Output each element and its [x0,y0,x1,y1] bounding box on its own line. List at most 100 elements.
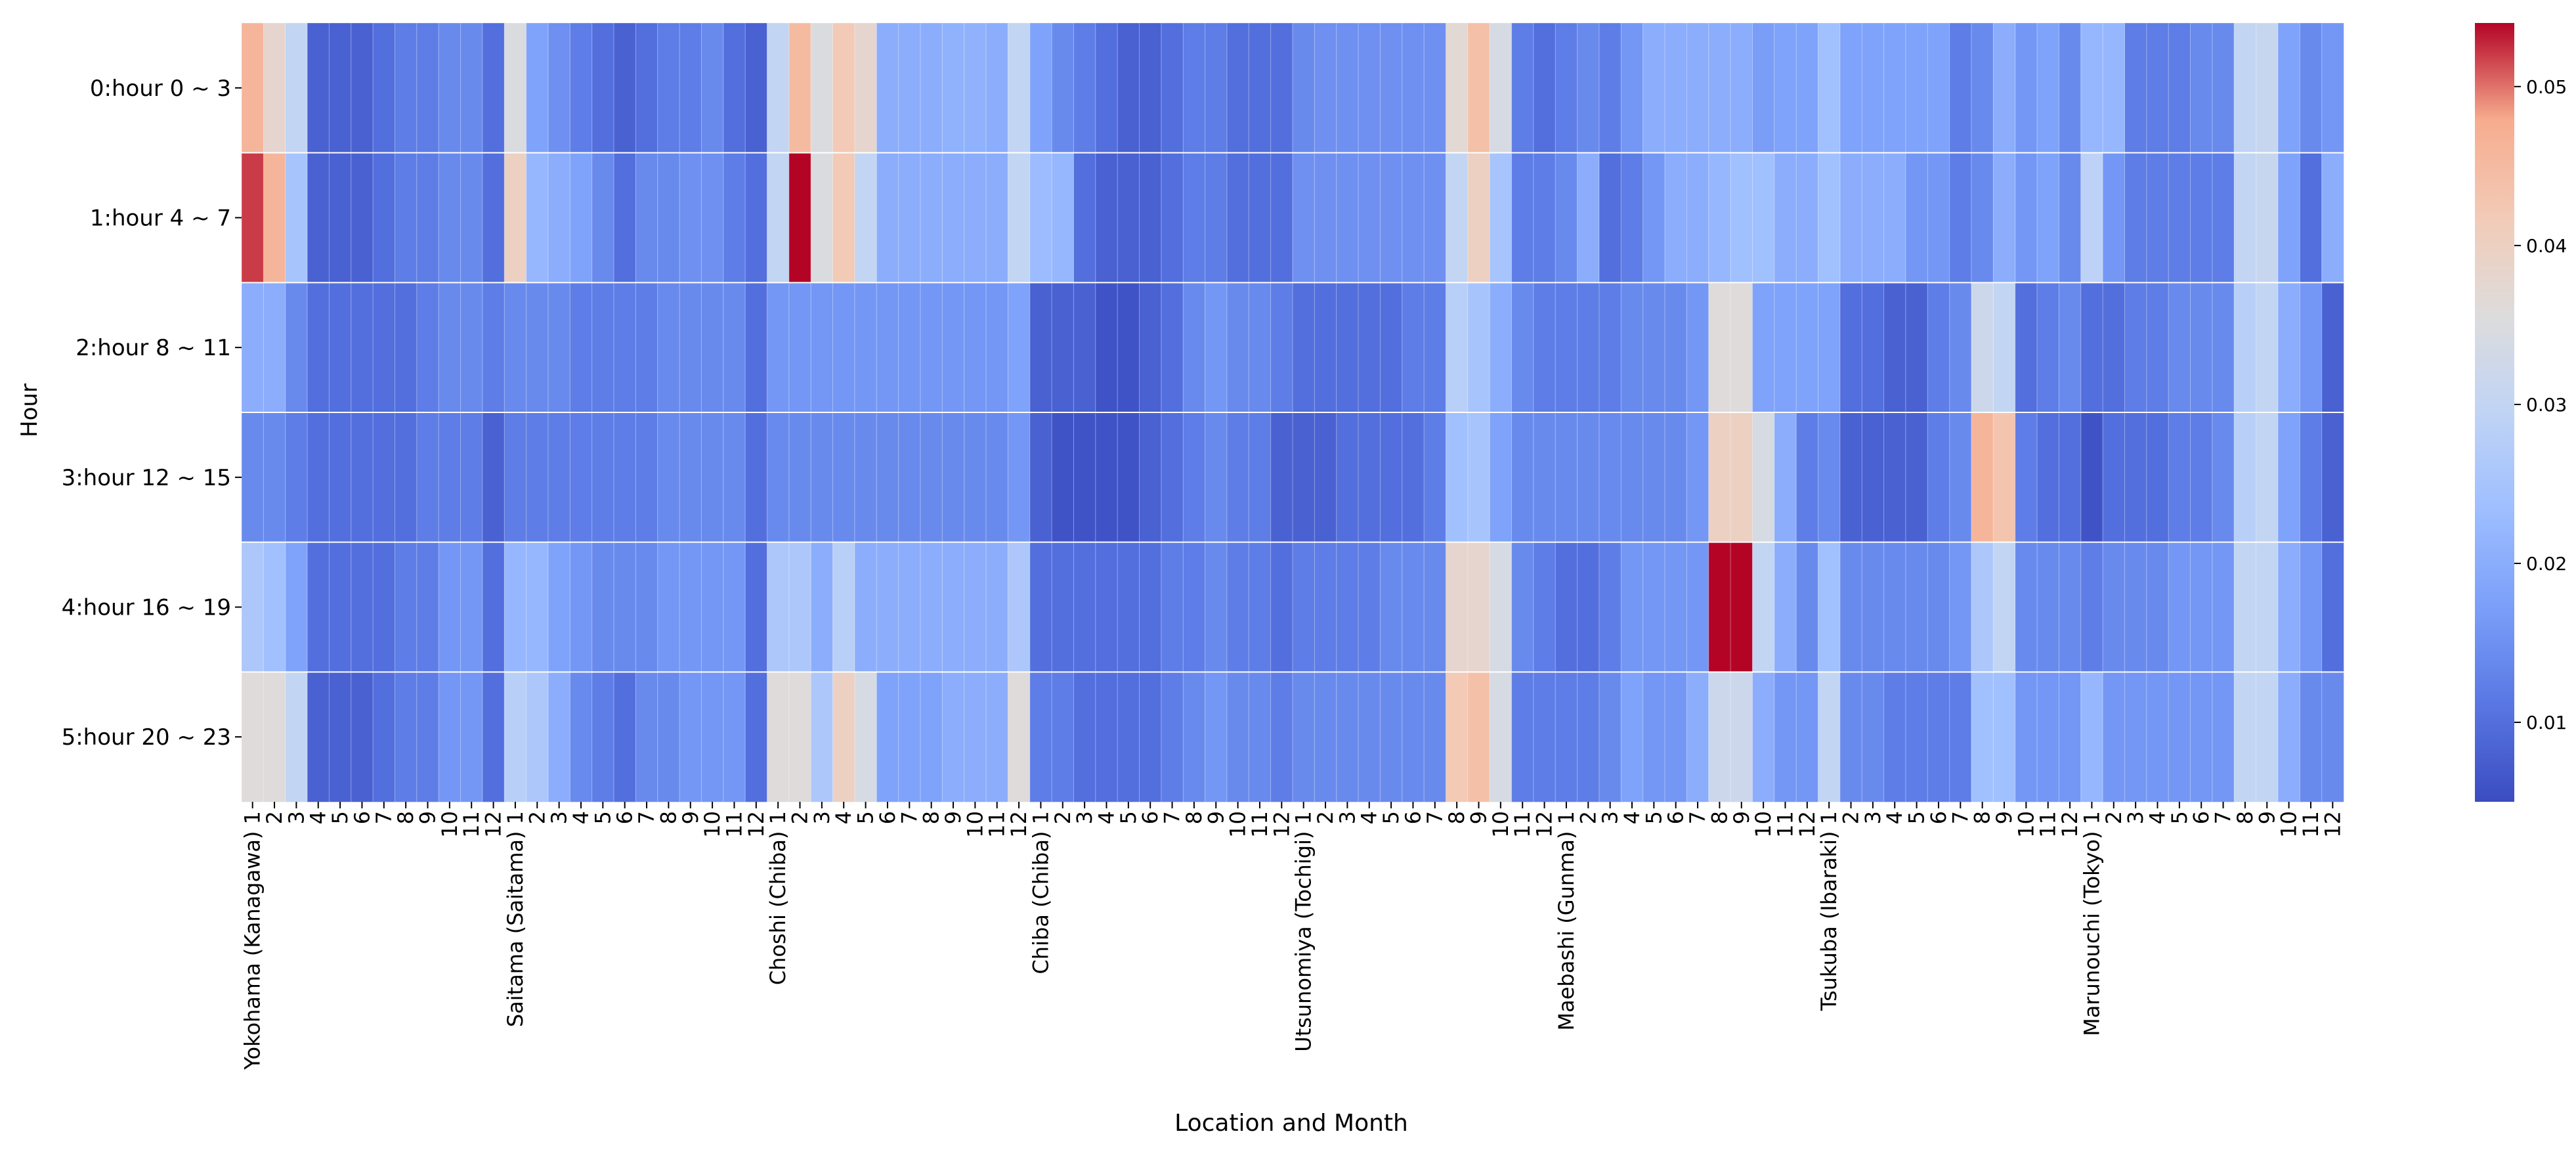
heatmap-cell [1402,412,1425,543]
heatmap-cell [307,671,330,802]
heatmap-cell [526,671,549,802]
heatmap-cell [504,22,527,154]
x-tick-label-month: 10 [1751,811,1776,838]
heatmap-cell [1795,412,1819,543]
heatmap-cell [854,152,878,284]
heatmap-cell [328,282,352,413]
heatmap-cell [1402,22,1425,154]
heatmap-cell [285,22,308,154]
x-tick-label-month: 3 [809,811,834,824]
heatmap-cell [1489,412,1513,543]
heatmap-cell [1314,412,1337,543]
heatmap-cell [2080,282,2103,413]
heatmap-cell [2256,542,2279,673]
heatmap-cell [613,542,637,673]
heatmap-cell [1533,22,1556,154]
heatmap-cell [941,412,965,543]
heatmap-cell [810,282,834,413]
x-tick-label-month: 9 [1992,811,2017,824]
heatmap-cell [1664,282,1688,413]
heatmap-cell [1686,22,1709,154]
x-tick-label-month: 3 [284,811,309,824]
x-tick-label-month: 12 [1795,811,1820,838]
heatmap-cell [1774,22,1797,154]
heatmap-cell [679,22,702,154]
heatmap-cell [1533,542,1556,673]
heatmap-cell [1423,22,1447,154]
heatmap-cell [810,412,834,543]
heatmap-cell [2190,412,2213,543]
heatmap-cell [263,542,286,673]
heatmap-cell [241,22,265,154]
heatmap-cell [613,412,637,543]
heatmap-cell [2277,542,2301,673]
heatmap-cell [1205,542,1228,673]
heatmap-cell [635,22,658,154]
heatmap-cell [2277,282,2301,413]
x-tick-label-month: 10 [962,811,987,838]
heatmap-cell [964,22,987,154]
y-tick-labels: 0:hour 0 ~ 3 1:hour 4 ~ 7 2:hour 8 ~ 11 3:h… [62,76,242,751]
heatmap-cell [307,152,330,284]
x-tick-label-month: 8 [2233,811,2258,824]
heatmap-cell [1730,152,1753,284]
heatmap-cell [351,542,374,673]
heatmap-cell [1358,152,1381,284]
heatmap-cell [1839,542,1863,673]
heatmap-cell [569,22,593,154]
heatmap-cell [307,412,330,543]
heatmap-cell [2146,542,2170,673]
heatmap-cell [1883,152,1906,284]
heatmap-cell [941,542,965,673]
heatmap-cell [920,22,943,154]
heatmap-cell [767,542,790,673]
heatmap-cell [744,542,768,673]
heatmap-cell [2321,152,2344,284]
heatmap-cell [1839,22,1863,154]
heatmap-cell [920,542,943,673]
heatmap-cell [482,412,505,543]
heatmap-cell [1379,542,1403,673]
heatmap-cell [1445,22,1469,154]
heatmap-cell [1161,671,1184,802]
heatmap-cell [1095,671,1119,802]
heatmap-cell [1161,152,1184,284]
heatmap-cell [351,671,374,802]
x-tick-label-location: Utsunomiya (Tochigi) 1 [1291,811,1316,1052]
x-tick-label-month: 4 [2145,811,2170,824]
heatmap-cell [1818,671,1841,802]
heatmap-cell [1292,22,1316,154]
heatmap-cell [460,542,483,673]
heatmap-cell [328,22,352,154]
heatmap-cell [1117,412,1140,543]
heatmap-cell [2080,671,2103,802]
heatmap-cell [1007,412,1031,543]
heatmap-cell [744,671,768,802]
heatmap-cell [1423,152,1447,284]
heatmap-cell [723,671,746,802]
heatmap-cell [1467,22,1491,154]
heatmap-cell [1292,671,1316,802]
heatmap-cell [1861,542,1885,673]
heatmap-cell [2058,282,2082,413]
heatmap-cell [1467,152,1491,284]
heatmap-cell [657,22,680,154]
heatmap-cell [635,152,658,284]
heatmap-cell [1423,282,1447,413]
heatmap-cell [723,282,746,413]
heatmap-cell [1949,542,1972,673]
heatmap-cell [1686,412,1709,543]
x-tick-label-month: 11 [2036,811,2061,838]
heatmap-cell [1861,282,1885,413]
heatmap-cell [744,412,768,543]
heatmap-cell [2321,282,2344,413]
heatmap-cell [1708,671,1731,802]
x-tick-label-month: 2 [788,811,813,824]
heatmap-cell [657,152,680,284]
heatmap-cell [2036,282,2060,413]
heatmap-cell [2256,412,2279,543]
heatmap-cell [1642,152,1665,284]
heatmap-cell [482,542,505,673]
heatmap-cell [2058,412,2082,543]
y-tick-label: 1:hour 4 ~ 7 [90,206,231,232]
